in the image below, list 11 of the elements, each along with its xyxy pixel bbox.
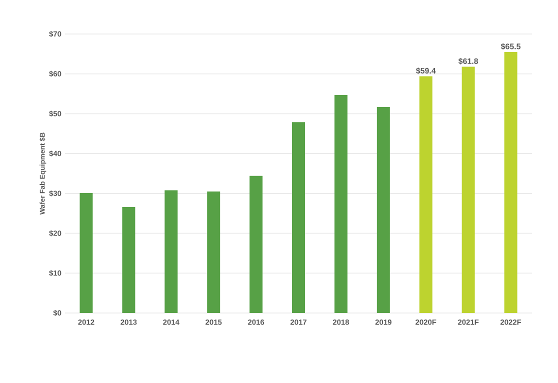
bar [292, 122, 306, 313]
bar [419, 76, 432, 313]
bar [80, 193, 93, 313]
bar [250, 176, 263, 313]
bar [504, 52, 518, 313]
bar [462, 66, 475, 313]
bar [122, 206, 136, 313]
bar [164, 190, 178, 313]
bar [207, 191, 220, 313]
bar [376, 106, 390, 313]
bar [334, 94, 348, 313]
